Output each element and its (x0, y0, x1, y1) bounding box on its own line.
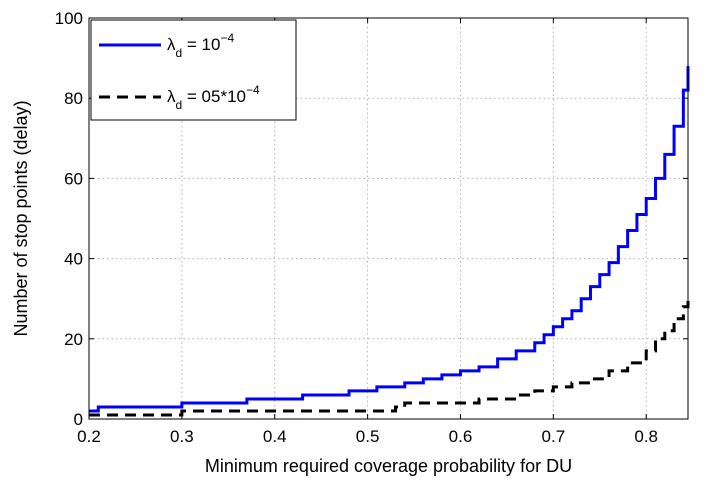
series-line-1 (89, 66, 690, 413)
x-tick-label: 0.6 (449, 427, 473, 446)
y-tick-label: 60 (64, 169, 83, 188)
y-tick-label: 0 (74, 410, 83, 429)
y-axis-label: Number of stop points (delay) (11, 100, 31, 336)
x-tick-label: 0.7 (542, 427, 566, 446)
x-tick-label: 0.8 (634, 427, 658, 446)
x-axis-label: Minimum required coverage probability fo… (205, 456, 572, 476)
legend: λd = 10−4 λd = 05*10−4 (90, 19, 297, 121)
series-line-2 (89, 294, 690, 417)
legend-entry-1: λd = 10−4 (167, 31, 234, 60)
legend-box (90, 19, 297, 121)
x-tick-label: 0.5 (356, 427, 380, 446)
x-tick-label: 0.3 (170, 427, 194, 446)
x-tick-label: 0.4 (263, 427, 287, 446)
y-tick-label: 20 (64, 330, 83, 349)
legend-entry-2: λd = 05*10−4 (167, 83, 260, 112)
y-tick-label: 100 (55, 9, 83, 28)
x-tick-label: 0.2 (77, 427, 101, 446)
axis-ticks: 0.2 0.3 0.4 0.5 0.6 0.7 0.8 0 20 40 60 80 100 (55, 9, 688, 446)
y-tick-label: 80 (64, 89, 83, 108)
plot-frame (88, 17, 689, 420)
y-tick-label: 40 (64, 250, 83, 269)
series-lines (89, 66, 690, 417)
